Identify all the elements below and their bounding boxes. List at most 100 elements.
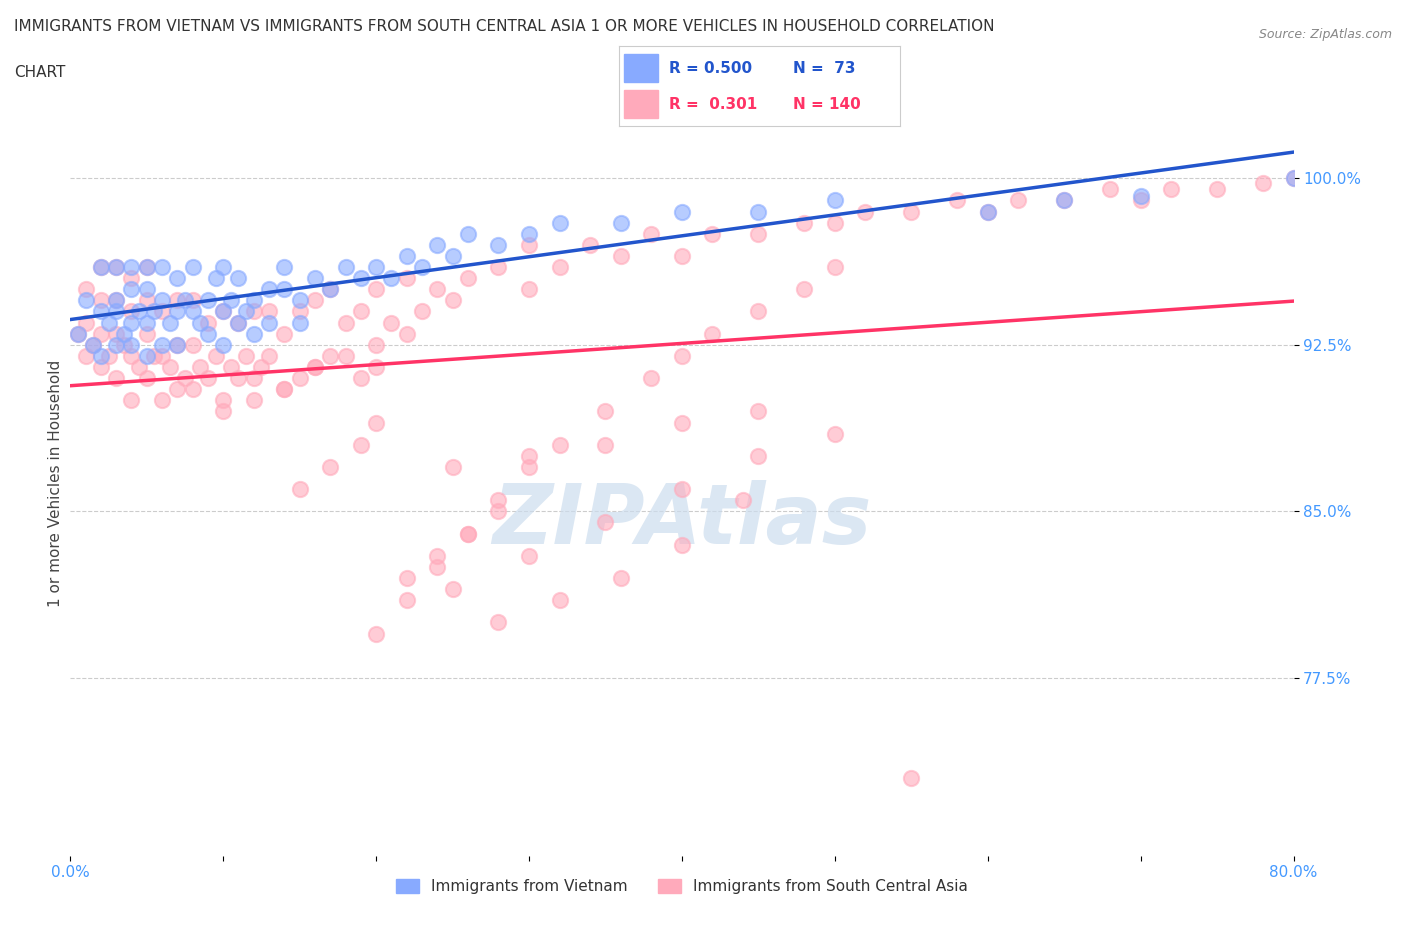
Y-axis label: 1 or more Vehicles in Household: 1 or more Vehicles in Household bbox=[48, 360, 63, 607]
Point bbox=[181, 259, 204, 274]
Point bbox=[150, 304, 173, 319]
Point bbox=[288, 293, 311, 308]
Text: R =  0.301: R = 0.301 bbox=[669, 97, 758, 112]
Point bbox=[395, 326, 418, 341]
Point bbox=[97, 315, 120, 330]
Point bbox=[640, 226, 662, 241]
Point bbox=[188, 315, 211, 330]
Point bbox=[105, 304, 128, 319]
Point bbox=[319, 282, 342, 297]
Point bbox=[90, 304, 112, 319]
Point bbox=[128, 304, 150, 319]
Point bbox=[395, 592, 418, 607]
Point bbox=[235, 304, 257, 319]
Point bbox=[150, 259, 173, 274]
Point bbox=[257, 304, 280, 319]
Point bbox=[517, 549, 540, 564]
Text: N =  73: N = 73 bbox=[793, 61, 855, 76]
Point bbox=[671, 482, 693, 497]
Point bbox=[793, 282, 815, 297]
Point bbox=[304, 293, 326, 308]
Point bbox=[228, 371, 250, 386]
Point bbox=[824, 426, 846, 441]
Point bbox=[793, 215, 815, 230]
Point bbox=[90, 259, 112, 274]
Point bbox=[75, 349, 97, 364]
Point bbox=[946, 193, 969, 208]
Text: Source: ZipAtlas.com: Source: ZipAtlas.com bbox=[1258, 28, 1392, 41]
Point bbox=[197, 293, 219, 308]
Point bbox=[319, 282, 342, 297]
Point bbox=[1007, 193, 1029, 208]
Point bbox=[288, 371, 311, 386]
Point bbox=[66, 326, 89, 341]
Point bbox=[517, 237, 540, 252]
Point bbox=[319, 459, 342, 474]
Point bbox=[273, 326, 295, 341]
Point bbox=[1129, 193, 1152, 208]
Point bbox=[105, 338, 128, 352]
Point bbox=[204, 349, 226, 364]
Point bbox=[350, 271, 373, 286]
Point bbox=[517, 226, 540, 241]
Point bbox=[640, 371, 662, 386]
Point bbox=[143, 349, 166, 364]
Point bbox=[273, 382, 295, 397]
Point bbox=[548, 259, 571, 274]
Point bbox=[135, 326, 157, 341]
Point bbox=[441, 581, 464, 596]
Point bbox=[97, 349, 120, 364]
Point bbox=[273, 382, 295, 397]
Point bbox=[228, 315, 250, 330]
Point bbox=[1053, 193, 1076, 208]
Point bbox=[197, 315, 219, 330]
Point bbox=[288, 482, 311, 497]
Point bbox=[257, 315, 280, 330]
Point bbox=[143, 304, 166, 319]
Point bbox=[702, 226, 724, 241]
Point bbox=[212, 304, 235, 319]
Bar bbox=[624, 90, 658, 118]
Point bbox=[121, 282, 143, 297]
Point bbox=[366, 415, 388, 430]
Point bbox=[112, 338, 135, 352]
Point bbox=[335, 315, 357, 330]
Point bbox=[121, 349, 143, 364]
Point bbox=[288, 315, 311, 330]
Point bbox=[212, 259, 235, 274]
Point bbox=[75, 315, 97, 330]
Point bbox=[135, 371, 157, 386]
Point bbox=[900, 204, 922, 219]
Point bbox=[128, 360, 150, 375]
Point bbox=[105, 259, 128, 274]
Point bbox=[900, 770, 922, 785]
Point bbox=[121, 271, 143, 286]
Point bbox=[411, 259, 433, 274]
Point bbox=[135, 259, 157, 274]
Point bbox=[411, 304, 433, 319]
Point bbox=[212, 404, 235, 418]
Point bbox=[174, 371, 197, 386]
Point bbox=[702, 326, 724, 341]
Point bbox=[366, 282, 388, 297]
Point bbox=[395, 248, 418, 263]
Point bbox=[488, 504, 510, 519]
Point bbox=[181, 382, 204, 397]
Point bbox=[488, 259, 510, 274]
Point bbox=[219, 293, 242, 308]
Point bbox=[121, 259, 143, 274]
Point bbox=[747, 204, 769, 219]
Point bbox=[441, 248, 464, 263]
Point bbox=[90, 293, 112, 308]
Point bbox=[319, 349, 342, 364]
Point bbox=[380, 315, 402, 330]
Point bbox=[1282, 171, 1305, 186]
Point bbox=[150, 349, 173, 364]
Point bbox=[243, 293, 266, 308]
Point bbox=[181, 338, 204, 352]
Point bbox=[595, 404, 617, 418]
Point bbox=[105, 293, 128, 308]
Point bbox=[671, 538, 693, 552]
Point bbox=[159, 360, 181, 375]
Point bbox=[121, 392, 143, 407]
